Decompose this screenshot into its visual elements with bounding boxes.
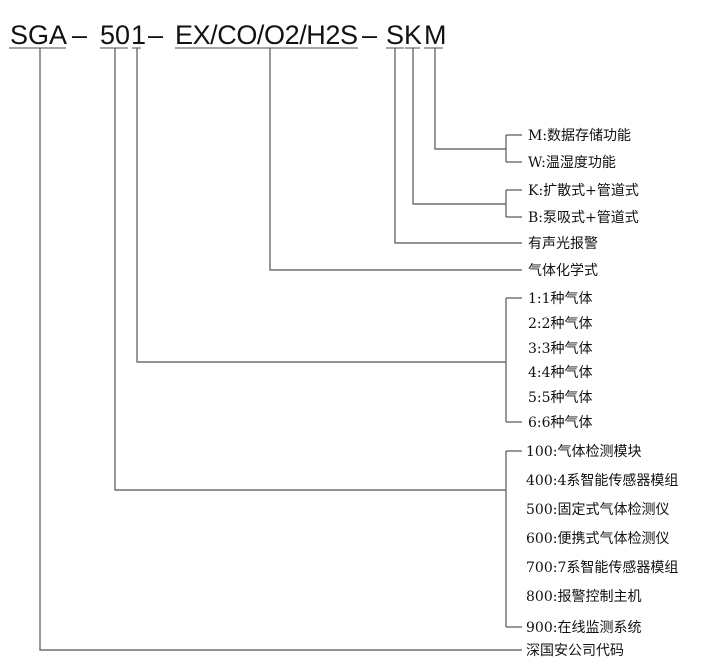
code-alarm: S <box>386 20 404 50</box>
series-option: 600:便携式气体检测仪 <box>526 531 669 547</box>
separator: – <box>362 20 377 50</box>
code-gas-count: 1 <box>131 20 146 50</box>
gas-formula-label: 气体化学式 <box>528 263 598 279</box>
gas-count-option: 2:2种气体 <box>528 316 593 332</box>
gas-count-option: 1:1种气体 <box>528 291 593 307</box>
gas-count-option: 6:6种气体 <box>528 415 593 431</box>
function-option: M:数据存储功能 <box>528 128 631 144</box>
separator: – <box>72 20 87 50</box>
gas-count-option: 5:5种气体 <box>528 390 593 406</box>
series-option: 700:7系智能传感器模组 <box>526 559 678 576</box>
code-function: M <box>424 20 447 50</box>
code-series: 50 <box>100 20 130 50</box>
separator: – <box>148 20 163 50</box>
alarm-label: 有声光报警 <box>528 236 598 252</box>
series-option: 800:报警控制主机 <box>526 589 641 605</box>
series-option: 900:在线监测系统 <box>526 620 641 636</box>
sampling-option: K:扩散式+管道式 <box>528 183 639 199</box>
gas-count-option: 3:3种气体 <box>528 341 593 357</box>
code-gases: EX/CO/O2/H2S <box>175 20 358 50</box>
gas-count-option: 4:4种气体 <box>528 365 593 381</box>
function-option: W:温湿度功能 <box>528 155 616 171</box>
sampling-option: B:泵吸式+管道式 <box>528 210 639 226</box>
code-prefix: SGA <box>10 20 67 50</box>
series-option: 100:气体检测模块 <box>526 444 641 460</box>
series-option: 400:4系智能传感器模组 <box>526 472 678 489</box>
code-sampling: K <box>404 20 422 50</box>
series-option: 500:固定式气体检测仪 <box>526 502 669 518</box>
company-code-label: 深国安公司代码 <box>526 643 624 659</box>
connectors <box>39 48 522 651</box>
